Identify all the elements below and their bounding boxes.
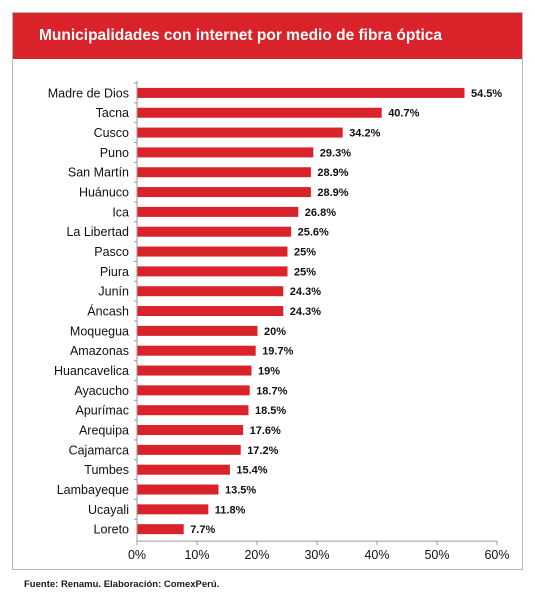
bar [137, 524, 184, 535]
value-label: 18.7% [256, 385, 287, 397]
category-label: San Martín [68, 166, 129, 180]
category-label: Puno [100, 146, 129, 160]
bar [137, 425, 244, 436]
category-label: Tacna [96, 106, 129, 120]
category-label: Pasco [94, 245, 129, 259]
value-label: 34.2% [349, 128, 380, 140]
source-note: Fuente: Renamu. Elaboración: ComexPerú. [24, 579, 220, 590]
value-label: 11.8% [215, 504, 246, 516]
value-label: 17.2% [247, 445, 278, 457]
category-label: Loreto [94, 523, 129, 537]
bar [137, 405, 249, 416]
value-label: 24.3% [290, 286, 321, 298]
value-label: 20% [264, 326, 286, 338]
bar [137, 266, 288, 277]
x-tick-label: 50% [424, 548, 449, 562]
value-label: 28.9% [317, 187, 348, 199]
value-label: 13.5% [225, 485, 256, 497]
value-label: 25% [294, 247, 316, 259]
x-tick-label: 20% [244, 548, 269, 562]
category-label: Arequipa [79, 424, 129, 438]
title-bar: Municipalidades con internet por medio d… [13, 13, 522, 59]
value-label: 19.7% [262, 346, 293, 358]
bar [137, 484, 219, 495]
bar [137, 286, 284, 297]
value-label: 7.7% [190, 524, 215, 536]
bar [137, 167, 311, 178]
category-label: Ayacucho [74, 384, 129, 398]
bar [137, 246, 288, 257]
value-label: 25% [294, 266, 316, 278]
bar [137, 226, 292, 237]
category-label: Huancavelica [54, 364, 129, 378]
value-label: 17.6% [250, 425, 281, 437]
value-label: 54.5% [471, 88, 502, 100]
category-label: Piura [100, 265, 129, 279]
bar [137, 107, 382, 118]
category-label: Huánuco [79, 186, 129, 200]
category-label: Junín [98, 285, 129, 299]
chart-title: Municipalidades con internet por medio d… [39, 27, 443, 44]
x-tick-label: 30% [304, 548, 329, 562]
x-tick-label: 0% [128, 548, 146, 562]
category-label: Madre de Dios [48, 86, 129, 100]
category-label: Cajamarca [69, 443, 129, 457]
category-label: La Libertad [66, 225, 129, 239]
bar [137, 147, 314, 158]
value-label: 15.4% [236, 465, 267, 477]
category-label: Tumbes [84, 463, 129, 477]
value-label: 29.3% [320, 147, 351, 159]
bar [137, 187, 311, 198]
bar [137, 306, 284, 317]
x-tick-label: 60% [484, 548, 509, 562]
bar [137, 464, 230, 475]
category-label: Cusco [94, 126, 129, 140]
bar [137, 325, 258, 336]
bar [137, 385, 250, 396]
category-label: Áncash [87, 304, 129, 319]
bar [137, 444, 241, 455]
category-label: Ucayali [88, 503, 129, 517]
value-label: 19% [258, 366, 280, 378]
value-label: 26.8% [305, 207, 336, 219]
bar [137, 365, 252, 376]
category-label: Ica [112, 205, 129, 219]
value-label: 24.3% [290, 306, 321, 318]
category-label: Amazonas [70, 344, 129, 358]
bar [137, 345, 256, 356]
x-tick-label: 10% [184, 548, 209, 562]
bar [137, 87, 465, 98]
x-tick-label: 40% [364, 548, 389, 562]
value-label: 28.9% [317, 167, 348, 179]
category-label: Moquegua [70, 324, 129, 338]
bar [137, 504, 209, 515]
category-label: Lambayeque [57, 483, 129, 497]
value-label: 40.7% [388, 108, 419, 120]
bar [137, 206, 299, 217]
value-label: 18.5% [255, 405, 286, 417]
value-label: 25.6% [298, 227, 329, 239]
category-label: Apurímac [76, 404, 130, 418]
bar [137, 127, 343, 138]
